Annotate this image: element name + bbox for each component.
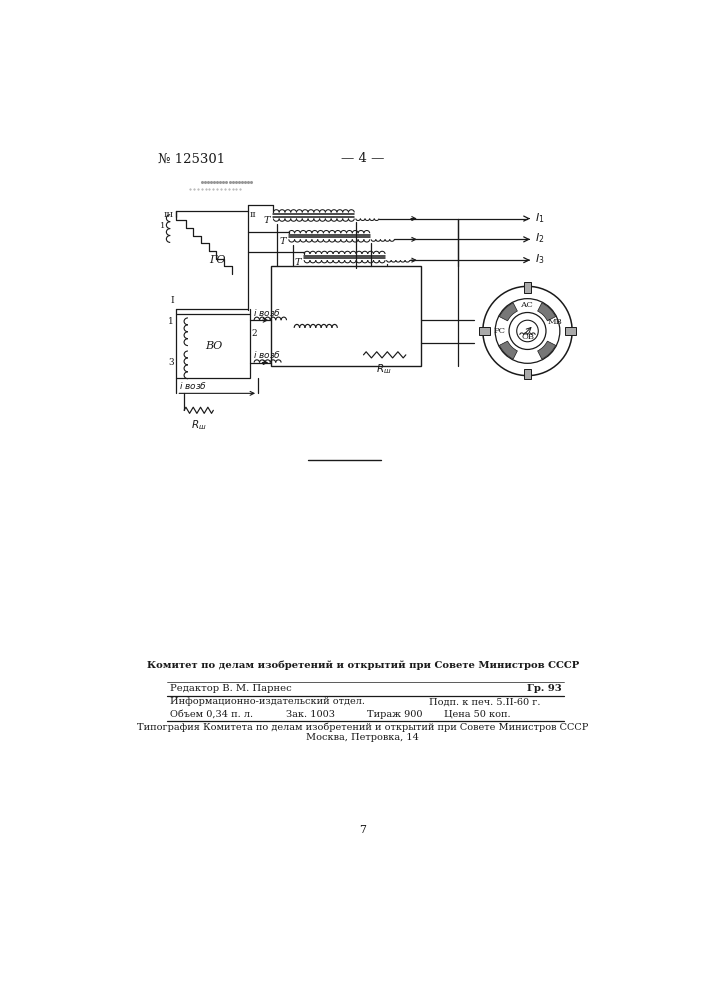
- Text: РС: РС: [493, 327, 506, 335]
- Text: 1: 1: [160, 222, 165, 230]
- Bar: [176, 314, 250, 378]
- Bar: [479, 327, 490, 335]
- Bar: [524, 282, 532, 293]
- Text: T: T: [295, 258, 301, 267]
- Text: Зак. 1003: Зак. 1003: [286, 710, 336, 719]
- Wedge shape: [537, 303, 556, 321]
- Text: 2: 2: [252, 329, 257, 338]
- Bar: [565, 327, 576, 335]
- Text: Цена 50 коп.: Цена 50 коп.: [444, 710, 511, 719]
- Wedge shape: [499, 303, 518, 321]
- Text: $R_ш$: $R_ш$: [191, 418, 206, 432]
- Text: МВ: МВ: [548, 318, 563, 326]
- Bar: [271, 266, 421, 366]
- Text: Москва, Петровка, 14: Москва, Петровка, 14: [306, 733, 419, 742]
- Bar: [524, 369, 532, 379]
- Text: Подп. к печ. 5.II-60 г.: Подп. к печ. 5.II-60 г.: [429, 698, 540, 706]
- Text: 1: 1: [168, 317, 174, 326]
- Text: $i$ возб: $i$ возб: [252, 307, 281, 318]
- Text: $i$ возб: $i$ возб: [252, 349, 281, 360]
- Text: ВО: ВО: [205, 341, 222, 351]
- Text: III: III: [164, 211, 174, 219]
- Text: 7: 7: [359, 825, 366, 835]
- Text: ОВ: ОВ: [521, 333, 534, 341]
- Wedge shape: [537, 341, 556, 359]
- Text: Комитет по делам изобретений и открытий при Совете Министров СССР: Комитет по делам изобретений и открытий …: [146, 660, 579, 670]
- Text: Объем 0,34 п. л.: Объем 0,34 п. л.: [170, 710, 253, 719]
- Wedge shape: [499, 341, 518, 359]
- Text: Информационно-издательский отдел.: Информационно-издательский отдел.: [170, 698, 366, 706]
- Text: $I_3$: $I_3$: [535, 252, 544, 266]
- Text: $I_1$: $I_1$: [535, 211, 544, 225]
- Text: T: T: [279, 237, 286, 246]
- Text: Редактор В. М. Парнес: Редактор В. М. Парнес: [170, 684, 292, 693]
- Text: II: II: [250, 211, 256, 219]
- Text: ГО: ГО: [209, 255, 226, 265]
- Text: $I_2$: $I_2$: [535, 232, 544, 245]
- Text: $R_ш$: $R_ш$: [377, 363, 392, 376]
- Text: № 125301: № 125301: [158, 152, 225, 165]
- Text: АС: АС: [521, 301, 534, 309]
- Text: Типография Комитета по делам изобретений и открытий при Совете Министров СССР: Типография Комитета по делам изобретений…: [137, 722, 588, 732]
- Text: T: T: [264, 216, 271, 225]
- Text: Тираж 900: Тираж 900: [368, 710, 423, 719]
- Text: $i$ возб: $i$ возб: [179, 380, 207, 391]
- Text: — 4 —: — 4 —: [341, 152, 385, 165]
- Text: Гр. 93: Гр. 93: [527, 684, 561, 693]
- Text: I: I: [170, 296, 174, 305]
- Text: 3: 3: [168, 358, 174, 367]
